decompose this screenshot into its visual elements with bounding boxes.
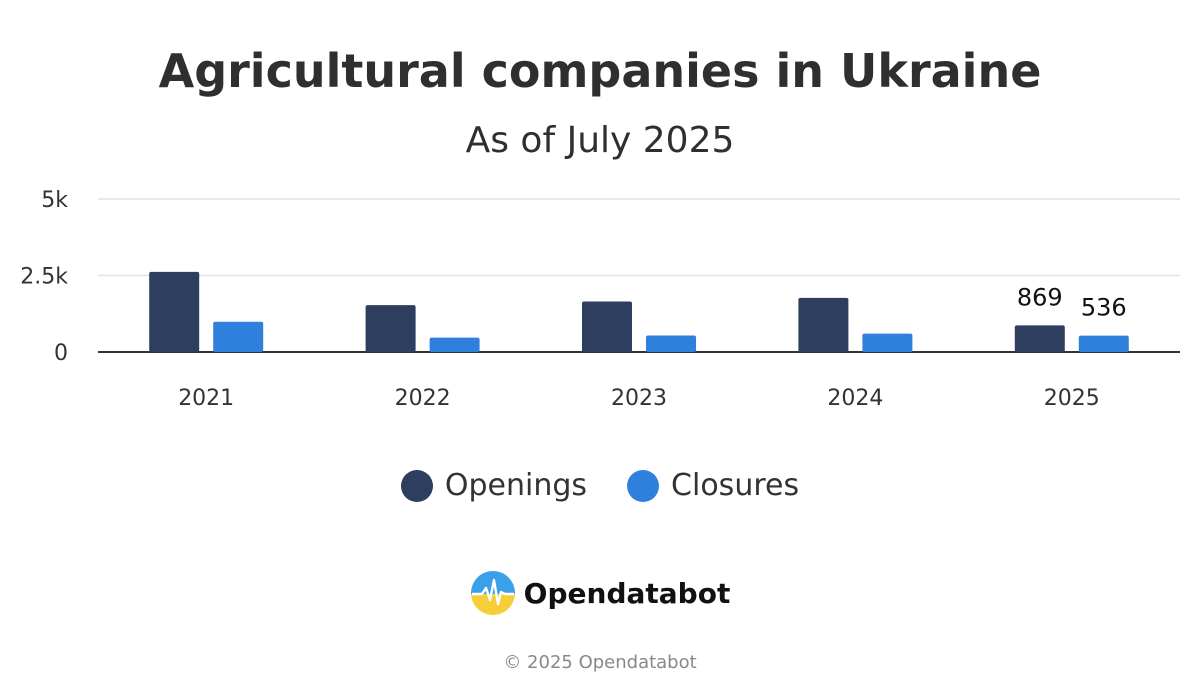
legend-label-openings: Openings — [444, 468, 588, 503]
data-label-closures-2025: 536 — [1081, 294, 1127, 322]
bar-openings-2021 — [149, 271, 200, 352]
brand-name: Opendatabot — [523, 576, 731, 610]
x-tick-label: 2023 — [611, 386, 667, 411]
x-tick-label: 2022 — [395, 386, 451, 411]
bar-closures-2024 — [862, 333, 913, 352]
legend: Openings Closures — [0, 468, 1200, 503]
x-tick-label: 2024 — [827, 386, 883, 411]
legend-item-closures[interactable]: Closures — [627, 468, 799, 503]
bar-chart: 0 2.5k 5k 2021 2022 2023 2024 2025 869 536 — [20, 188, 1180, 411]
chart-subtitle: As of July 2025 — [465, 120, 735, 161]
y-tick-label: 2.5k — [20, 265, 68, 290]
bar-openings-2022 — [365, 305, 416, 352]
bar-closures-2025 — [1078, 335, 1129, 352]
y-tick-label: 5k — [41, 188, 68, 213]
legend-label-closures: Closures — [671, 468, 800, 503]
x-tick-label: 2025 — [1044, 386, 1100, 411]
bar-closures-2023 — [646, 335, 696, 352]
legend-item-openings[interactable]: Openings — [400, 468, 588, 503]
bar-openings-2023 — [582, 301, 632, 352]
brand-logo: Opendatabot — [0, 570, 1200, 616]
data-label-openings-2025: 869 — [1017, 283, 1063, 311]
copyright: © 2025 Opendatabot — [503, 652, 697, 673]
chart-title: Agricultural companies in Ukraine — [158, 44, 1042, 98]
bar-closures-2021 — [213, 321, 264, 352]
legend-swatch-openings — [400, 469, 433, 502]
bar-openings-2024 — [798, 297, 849, 352]
bar-closures-2022 — [429, 337, 480, 352]
opendatabot-logo-icon — [470, 571, 515, 615]
legend-swatch-closures — [627, 469, 660, 502]
bar-openings-2025 — [1014, 325, 1065, 352]
x-tick-label: 2021 — [178, 386, 234, 411]
y-tick-label: 0 — [54, 341, 68, 366]
